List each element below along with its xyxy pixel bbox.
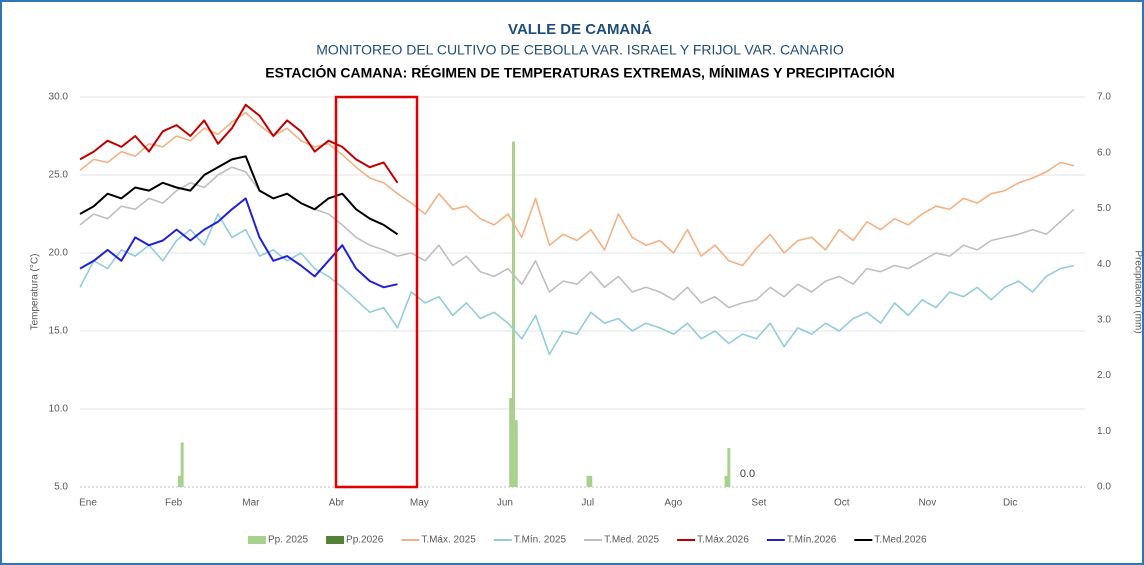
precip-bar [514, 420, 518, 487]
precip-bar [586, 475, 590, 487]
x-tick-label: Dic [1003, 498, 1017, 509]
legend-label: T.Máx.2026 [697, 535, 749, 546]
precip-bar [724, 475, 728, 487]
precip-bar [180, 442, 184, 487]
y-tick-label: 5.0 [54, 482, 68, 493]
annotation: 0.0 [740, 468, 755, 480]
chart-title: VALLE DE CAMANÁ [508, 21, 652, 38]
x-tick-label: Set [751, 498, 766, 509]
temperature-line [79, 166, 1075, 309]
legend-label: T.Med.2026 [874, 535, 927, 546]
precip-bar [727, 448, 731, 487]
x-tick-label: Feb [165, 498, 183, 509]
y2-tick-label: 4.0 [1097, 259, 1111, 270]
x-tick-label: Mar [242, 498, 260, 509]
x-tick-label: May [410, 498, 429, 509]
y2-tick-label: 6.0 [1097, 147, 1111, 158]
precip-bar [509, 397, 513, 487]
legend-label: T.Med. 2025 [604, 535, 659, 546]
x-tick-label: Ago [664, 498, 682, 509]
legend-label: T.Mín.2026 [787, 535, 837, 546]
precip-bar [177, 475, 181, 487]
temperature-line [79, 111, 1075, 267]
x-tick-label: Oct [834, 498, 850, 509]
x-tick-label: Nov [918, 498, 936, 509]
y2-tick-label: 1.0 [1097, 426, 1111, 437]
x-tick-label: Jun [497, 498, 513, 509]
y-tick-label: 15.0 [49, 326, 69, 337]
temperature-line [79, 197, 398, 289]
legend-label: Pp.2026 [346, 535, 384, 546]
y-tick-label: 20.0 [49, 248, 69, 259]
plot-area: 5.0 10.0 15.0 20.0 25.0 30.0 0.0 1.0 2.0 3.0 4.0 5.… [49, 92, 1112, 509]
x-tick-label: Jul [581, 498, 594, 509]
temperature-line [79, 103, 399, 184]
y-tick-label: 10.0 [49, 404, 69, 415]
y-axis-label: Temperatura (°C) [30, 254, 41, 331]
legend-swatch [326, 536, 345, 544]
legend-swatch [248, 536, 266, 544]
legend-label: T.Máx. 2025 [421, 535, 476, 546]
chart-subtitle: MONITOREO DEL CULTIVO DE CEBOLLA VAR. IS… [316, 42, 844, 58]
chart-subtitle: ESTACIÓN CAMANA: RÉGIMEN DE TEMPERATURAS… [265, 64, 895, 81]
y-tick-label: 30.0 [49, 92, 69, 103]
temperature-line [79, 213, 1075, 356]
y-tick-label: 25.0 [49, 170, 69, 181]
y2-tick-label: 2.0 [1097, 370, 1111, 381]
y2-tick-label: 0.0 [1097, 482, 1111, 493]
y2-tick-label: 3.0 [1097, 314, 1111, 325]
highlight-box [334, 95, 419, 489]
legend-label: Pp. 2025 [268, 535, 308, 546]
legend: Pp. 2025 Pp.2026 T.Máx. 2025 T.Mín. 2025 T.M… [248, 535, 927, 546]
x-tick-label: Ene [79, 498, 97, 509]
precip-bar [511, 141, 515, 488]
y2-axis-label: Precipitación (mm) [1132, 250, 1143, 333]
precip-bar [589, 475, 593, 487]
legend-label: T.Mín. 2025 [514, 535, 567, 546]
y2-tick-label: 5.0 [1097, 203, 1111, 214]
y2-tick-label: 7.0 [1097, 92, 1111, 103]
temperature-line [79, 155, 399, 236]
x-tick-label: Abr [329, 498, 345, 509]
